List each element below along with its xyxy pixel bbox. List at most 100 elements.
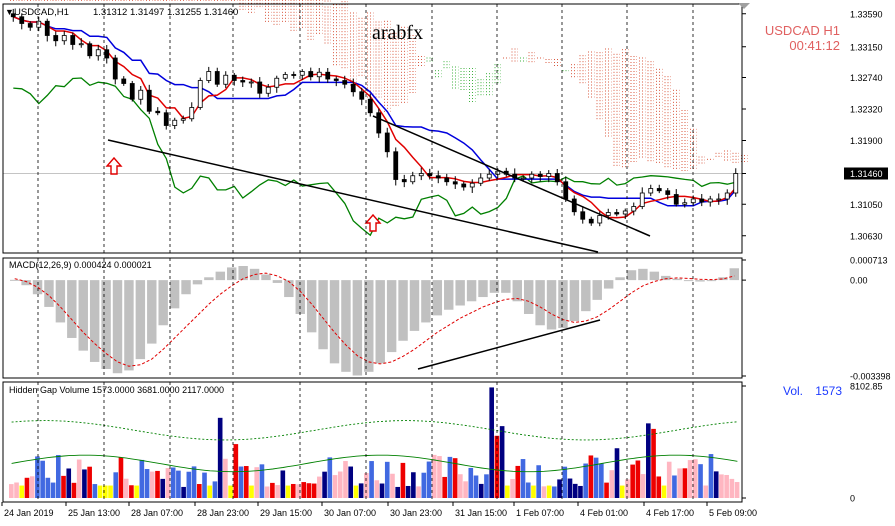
volume-bar [337, 471, 343, 498]
macd-histogram-bar [284, 280, 294, 298]
volume-bar [510, 478, 515, 498]
candle-body [53, 35, 59, 42]
volume-bar [66, 468, 72, 498]
volume-bar [259, 464, 265, 498]
macd-y-tick-label: 0.000713 [850, 256, 888, 266]
candle-body [180, 118, 186, 121]
volume-bar [97, 485, 103, 498]
macd-histogram-bar [21, 280, 31, 286]
macd-y-tick-label: 0.00 [850, 276, 868, 286]
candle-body [274, 77, 280, 88]
macd-histogram-bar [158, 280, 168, 326]
candle-body [146, 89, 152, 112]
candle-body [299, 71, 305, 76]
macd-y-tick-label: -0.003398 [850, 372, 891, 382]
volume-panel[interactable]: 8102.85 0 [9, 382, 883, 504]
candle-body [248, 81, 254, 84]
volume-bar [619, 485, 625, 498]
volume-bar [531, 485, 536, 498]
volume-bar [191, 466, 197, 498]
volume-bar [677, 468, 682, 498]
macd-histogram-bar [306, 280, 317, 333]
volume-bar [223, 458, 228, 498]
macd-histogram-bar [546, 280, 557, 330]
macd-histogram-bar [89, 280, 100, 362]
x-tick-label: 28 Jan 23:00 [197, 508, 249, 518]
macd-histogram-bar [318, 280, 328, 350]
macd-histogram-bar [215, 271, 226, 281]
candle-body [554, 173, 560, 183]
macd-histogram-bar [101, 280, 111, 370]
macd-panel[interactable]: 0.000713 0.00 -0.003398 [10, 256, 891, 382]
volume-bar [186, 471, 192, 498]
macd-histogram-bar [478, 280, 488, 298]
volume-bar [447, 456, 453, 498]
candle-body [129, 83, 135, 100]
volume-bar [604, 482, 609, 498]
chart-menu-icon[interactable]: ▼ [5, 7, 14, 17]
candle-body [444, 177, 450, 183]
volume-bar [301, 482, 307, 498]
volume-bar [484, 474, 489, 498]
volume-bar [270, 482, 275, 498]
candle-body [546, 173, 552, 177]
candle-body [605, 212, 611, 216]
x-tick-label: 5 Feb 09:00 [709, 508, 757, 518]
volume-bar [473, 475, 479, 498]
candle-body [333, 78, 339, 81]
macd-histogram-bar [204, 277, 214, 281]
macd-trendline[interactable] [417, 319, 601, 370]
candle-body [138, 89, 144, 100]
volume-average-line [11, 454, 738, 473]
candle-body [197, 80, 203, 108]
macd-histogram-bar [638, 268, 648, 281]
x-tick-label: 31 Jan 15:00 [455, 508, 507, 518]
volume-bar [217, 417, 223, 498]
macd-histogram-bar [32, 280, 43, 295]
volume-bar [734, 482, 740, 498]
countdown-timer: 00:41:12 [789, 38, 840, 53]
volume-bar [546, 485, 552, 498]
trendline-lower[interactable] [107, 139, 599, 253]
volume-bar [625, 479, 630, 498]
candle-body [10, 13, 16, 18]
candle-body [163, 112, 169, 126]
volume-bar [160, 478, 166, 498]
candle-body [673, 194, 679, 205]
volume-bar [635, 460, 641, 498]
volume-bar [139, 459, 145, 498]
volume-bar [416, 486, 421, 498]
macd-histogram-bar [238, 266, 248, 281]
volume-bar [280, 470, 286, 498]
volume-bar [666, 461, 672, 498]
volume-bar [144, 469, 150, 498]
volume-bar [562, 466, 568, 498]
y-tick-label: 1.33150 [850, 42, 883, 52]
volume-y-tick-label: 8102.85 [850, 382, 883, 392]
candle-body [325, 71, 331, 80]
current-price-box [844, 167, 888, 180]
volume-bar [729, 478, 735, 498]
candle-body [282, 74, 288, 79]
macd-histogram-bar [535, 280, 545, 326]
macd-histogram-bar [181, 280, 191, 295]
candle-body [486, 173, 492, 179]
volume-bar [588, 455, 594, 498]
candle-body [61, 35, 67, 42]
volume-bar [332, 475, 338, 498]
volume-bar [343, 461, 348, 498]
volume-bar [593, 457, 599, 498]
macd-histogram-bar [489, 280, 500, 293]
volume-bar [108, 485, 113, 498]
price-panel[interactable]: 1.33590 1.33150 1.32740 1.32320 1.31900 1.314… [3, 0, 888, 253]
macd-histogram-bar [341, 280, 351, 372]
x-tick-label: 29 Jan 15:00 [260, 508, 312, 518]
volume-bar [118, 457, 124, 498]
macd-histogram-bar [147, 280, 157, 344]
trendline-upper[interactable] [372, 115, 651, 237]
volume-bar [682, 468, 688, 498]
scroll-marker-icon[interactable] [738, 3, 750, 9]
volume-bar [40, 460, 45, 498]
candle-body [401, 179, 407, 183]
